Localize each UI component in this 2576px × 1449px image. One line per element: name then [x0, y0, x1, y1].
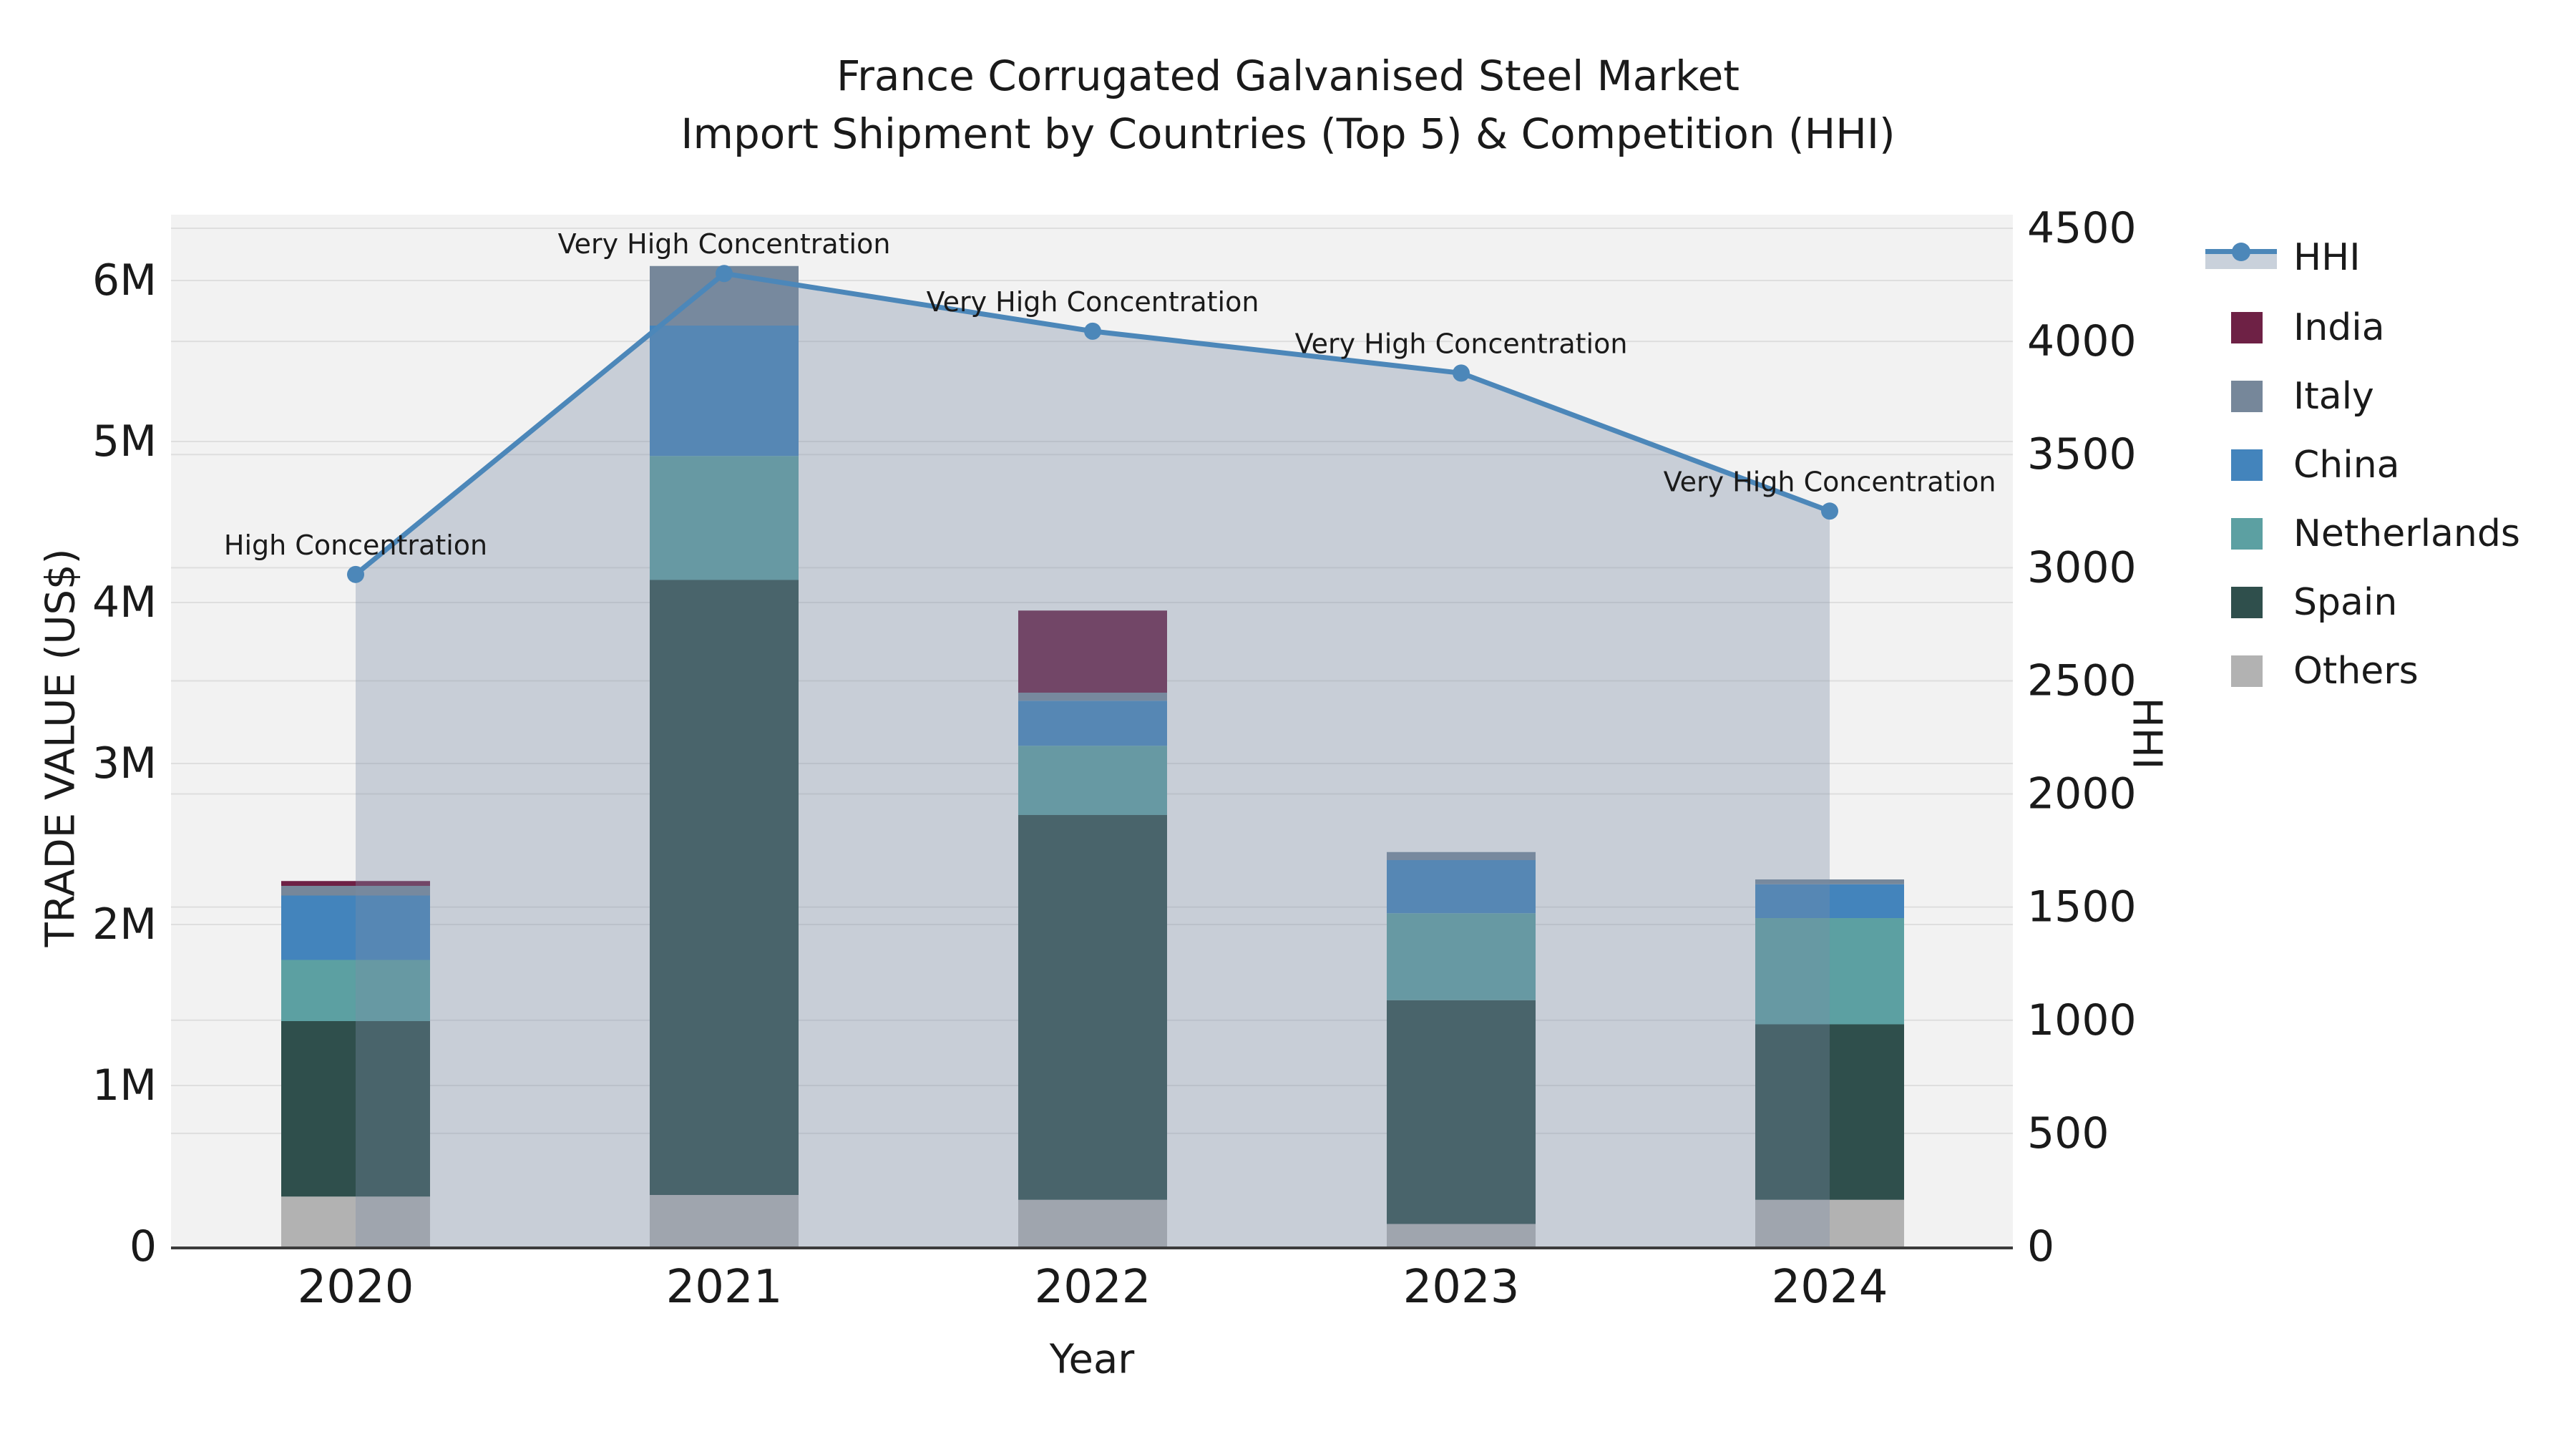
hhi-marker-2022	[1084, 322, 1101, 340]
annotation-2022: Very High Concentration	[927, 286, 1259, 318]
bar-segment-2020-china	[281, 895, 430, 960]
y-left-tick-4M: 4M	[92, 577, 157, 628]
chart-title: France Corrugated Galvanised Steel Marke…	[0, 47, 2576, 163]
legend-label-others: Others	[2293, 650, 2419, 693]
hhi-marker-2020	[347, 565, 364, 583]
y-right-tick-4500: 4500	[2027, 203, 2137, 253]
bar-segment-2024-netherlands	[1755, 918, 1904, 1025]
bar-segment-2020-netherlands	[281, 960, 430, 1021]
y-right-tick-3500: 3500	[2027, 429, 2137, 479]
x-tick-2023: 2023	[1403, 1261, 1520, 1314]
y-left-tick-1M: 1M	[92, 1060, 157, 1111]
legend-label-china: China	[2293, 444, 2400, 487]
y-right-tick-2000: 2000	[2027, 769, 2137, 819]
bar-segment-2022-others	[1018, 1199, 1167, 1246]
x-axis-title: Year	[1049, 1336, 1135, 1383]
bar-segment-2022-china	[1018, 701, 1167, 746]
legend-label-hhi: HHI	[2293, 236, 2361, 279]
x-tick-2020: 2020	[298, 1261, 414, 1314]
hhi-area-fill	[356, 273, 1830, 1247]
legend-swatch-others	[2231, 655, 2263, 687]
bar-segment-2024-italy	[1755, 879, 1904, 884]
y-left-tick-2M: 2M	[92, 899, 157, 950]
y-right-tick-500: 500	[2027, 1108, 2109, 1158]
legend-hhi-area-swatch	[2205, 253, 2277, 269]
legend-swatch-netherlands	[2231, 518, 2263, 550]
legend-hhi-line-sample	[2205, 243, 2277, 269]
x-tick-2022: 2022	[1035, 1261, 1151, 1314]
legend-swatch-italy	[2231, 381, 2263, 412]
y-axis-right-title: HHI	[2123, 697, 2170, 770]
bar-segment-2023-others	[1387, 1224, 1536, 1246]
bar-segment-2023-china	[1387, 860, 1536, 914]
legend-swatch-spain	[2231, 587, 2263, 618]
legend-label-spain: Spain	[2293, 581, 2398, 624]
bar-segment-2020-spain	[281, 1021, 430, 1197]
bar-segment-2023-netherlands	[1387, 913, 1536, 1000]
bar-segment-2022-netherlands	[1018, 746, 1167, 815]
hhi-marker-2021	[716, 265, 733, 283]
y-right-tick-1000: 1000	[2027, 995, 2137, 1045]
y-right-tick-0: 0	[2027, 1221, 2054, 1272]
legend-label-netherlands: Netherlands	[2293, 512, 2520, 555]
hhi-marker-2023	[1453, 364, 1470, 382]
bar-segment-2023-italy	[1387, 852, 1536, 860]
legend-swatch-china	[2231, 449, 2263, 481]
y-right-tick-1500: 1500	[2027, 882, 2137, 932]
legend-hhi-marker-icon	[2232, 243, 2250, 261]
bar-segment-2020-others	[281, 1196, 430, 1246]
annotation-2021: Very High Concentration	[558, 228, 891, 260]
y-right-tick-4000: 4000	[2027, 316, 2137, 366]
y-axis-left-title: TRADE VALUE (US$)	[37, 548, 84, 947]
x-tick-2021: 2021	[666, 1261, 783, 1314]
bar-segment-2020-india	[281, 881, 430, 886]
chart-title-line1: France Corrugated Galvanised Steel Marke…	[836, 52, 1740, 100]
y-right-tick-3000: 3000	[2027, 542, 2137, 592]
bar-segment-2022-italy	[1018, 693, 1167, 701]
legend-label-india: India	[2293, 306, 2385, 349]
annotation-2020: High Concentration	[224, 530, 487, 561]
bar-segment-2024-others	[1755, 1199, 1904, 1246]
bar-segment-2021-spain	[650, 580, 799, 1195]
bar-segment-2024-spain	[1755, 1024, 1904, 1200]
legend-label-italy: Italy	[2293, 375, 2374, 418]
bar-segment-2020-italy	[281, 886, 430, 896]
annotation-2023: Very High Concentration	[1295, 328, 1628, 359]
legend-swatch-india	[2231, 312, 2263, 343]
chart-title-line2: Import Shipment by Countries (Top 5) & C…	[680, 109, 1896, 158]
y-left-tick-5M: 5M	[92, 416, 157, 467]
bar-segment-2024-china	[1755, 884, 1904, 918]
bar-segment-2021-china	[650, 326, 799, 457]
y-left-tick-3M: 3M	[92, 738, 157, 789]
hhi-marker-2024	[1821, 502, 1838, 520]
y-left-tick-0: 0	[130, 1221, 157, 1272]
bar-segment-2023-spain	[1387, 1000, 1536, 1224]
y-right-tick-2500: 2500	[2027, 655, 2137, 706]
x-tick-2024: 2024	[1772, 1261, 1888, 1314]
y-left-tick-6M: 6M	[92, 255, 157, 306]
bar-segment-2022-india	[1018, 610, 1167, 693]
bar-segment-2021-netherlands	[650, 456, 799, 580]
bar-segment-2021-others	[650, 1195, 799, 1246]
bar-segment-2022-spain	[1018, 815, 1167, 1200]
annotation-2024: Very High Concentration	[1664, 466, 1996, 497]
